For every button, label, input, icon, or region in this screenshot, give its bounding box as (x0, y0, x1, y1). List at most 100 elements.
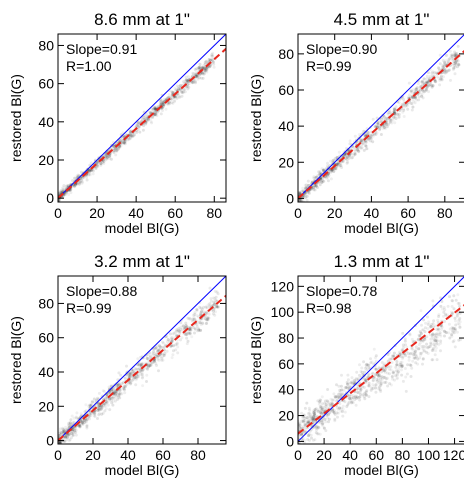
data-point (454, 54, 458, 58)
data-point (456, 62, 460, 66)
data-point (379, 120, 383, 124)
data-point (302, 441, 306, 444)
data-point (354, 394, 358, 398)
data-point (454, 61, 458, 65)
data-point (158, 354, 162, 358)
data-point (125, 364, 128, 368)
data-point (313, 413, 317, 417)
data-point (431, 84, 435, 88)
data-point (67, 423, 71, 427)
data-point (320, 180, 324, 184)
data-point (317, 402, 321, 406)
data-point (125, 370, 129, 374)
data-point (379, 377, 382, 381)
data-point (372, 362, 376, 366)
data-point (324, 407, 328, 411)
data-point (140, 117, 144, 121)
data-point (188, 332, 192, 335)
data-point (454, 52, 458, 55)
data-point (157, 343, 161, 347)
data-point (322, 405, 326, 409)
data-point (339, 394, 343, 398)
data-point (392, 107, 396, 111)
data-point (159, 102, 163, 106)
data-point (401, 379, 405, 383)
data-point (404, 375, 408, 379)
data-point (454, 323, 458, 327)
data-point (415, 86, 419, 90)
data-point (410, 108, 414, 112)
data-point (336, 393, 340, 396)
data-point (58, 198, 61, 202)
data-point (169, 332, 172, 336)
data-point (412, 353, 416, 356)
data-point (458, 325, 462, 329)
data-point (414, 96, 418, 100)
data-point (371, 387, 375, 391)
data-point (369, 134, 373, 138)
data-point (88, 171, 92, 175)
data-point (348, 154, 352, 158)
data-point (404, 343, 407, 347)
data-point (397, 115, 400, 119)
data-point (199, 72, 202, 76)
data-point (310, 180, 314, 184)
data-point (392, 115, 395, 119)
data-point (364, 393, 368, 397)
data-point (320, 406, 324, 410)
data-point (325, 176, 328, 180)
data-point (380, 377, 384, 381)
data-point (391, 371, 395, 375)
data-point (353, 382, 357, 386)
data-point (305, 420, 309, 424)
data-point (375, 123, 379, 126)
data-point (428, 83, 432, 87)
data-point (67, 433, 71, 437)
data-point (89, 169, 93, 173)
data-point (95, 403, 99, 407)
data-point (299, 198, 303, 202)
data-point (375, 131, 379, 135)
data-point (326, 416, 329, 420)
data-point (318, 170, 322, 174)
data-point (353, 379, 357, 383)
data-point (435, 335, 439, 339)
data-point (203, 69, 207, 73)
data-point (374, 390, 378, 394)
data-point (104, 154, 108, 158)
data-point (319, 178, 323, 182)
data-point (123, 140, 127, 144)
data-point (298, 191, 301, 195)
data-point (91, 172, 95, 176)
data-point (438, 62, 442, 66)
data-point (362, 148, 366, 152)
data-point (325, 414, 329, 417)
data-point (394, 117, 398, 121)
data-point (425, 86, 429, 90)
y-tick-label: 80 (38, 37, 54, 53)
data-point (428, 325, 432, 329)
identity-line (298, 276, 464, 442)
data-point (298, 198, 301, 202)
data-point (426, 352, 430, 355)
data-point (136, 124, 140, 128)
data-point (379, 390, 383, 393)
data-point (93, 412, 97, 416)
data-point (208, 304, 212, 308)
data-point (79, 419, 83, 423)
y-tick-label: 80 (278, 330, 294, 346)
data-point (300, 411, 304, 415)
data-point (320, 395, 324, 399)
data-point (317, 426, 321, 430)
data-point (318, 400, 322, 404)
data-point (63, 429, 66, 433)
data-point (409, 89, 413, 93)
data-point (153, 360, 156, 363)
data-point (316, 432, 320, 436)
data-point (383, 368, 387, 372)
data-point (359, 147, 363, 151)
data-point (327, 406, 331, 410)
data-point (337, 162, 341, 166)
data-point (156, 354, 160, 358)
data-point (456, 319, 460, 323)
